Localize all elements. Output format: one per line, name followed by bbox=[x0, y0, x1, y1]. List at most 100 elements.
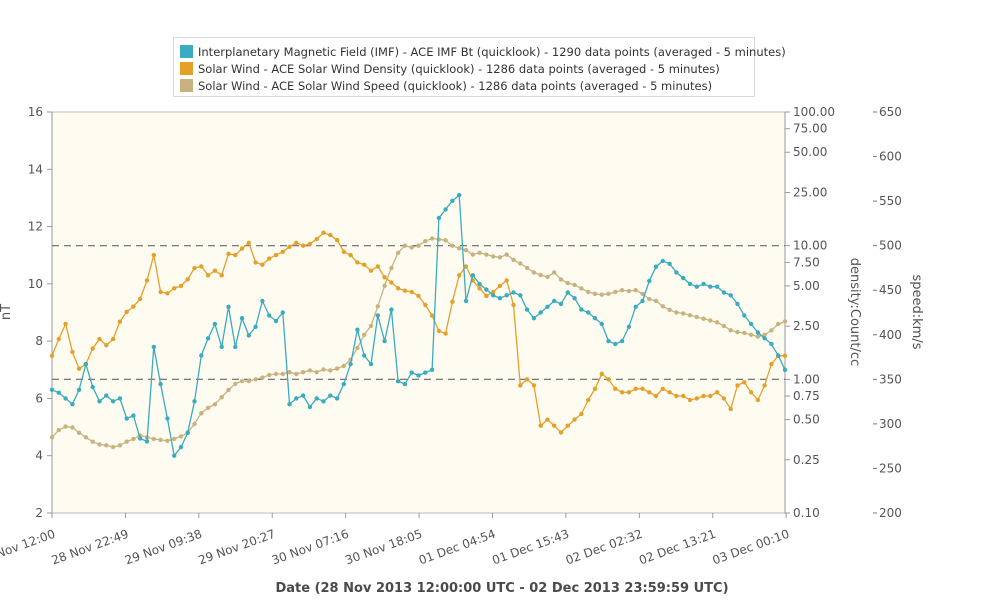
data-point-speed bbox=[484, 252, 489, 257]
data-point-speed bbox=[558, 277, 564, 282]
density-tick-label: 0.25 bbox=[793, 453, 820, 467]
left-tick-label: 8 bbox=[35, 334, 43, 348]
speed-tick-label: 600 bbox=[879, 150, 902, 164]
data-point-left bbox=[708, 284, 713, 289]
data-point-density bbox=[362, 262, 367, 267]
data-point-density bbox=[185, 277, 190, 282]
data-point-density bbox=[640, 386, 645, 391]
data-point-speed bbox=[497, 255, 503, 260]
data-point-left bbox=[660, 258, 665, 264]
data-point-speed bbox=[545, 274, 550, 280]
data-point-left bbox=[334, 396, 340, 401]
legend-item-speed[interactable]: Solar Wind - ACE Solar Wind Speed (quick… bbox=[180, 77, 748, 94]
data-point-speed bbox=[769, 328, 774, 333]
data-point-density bbox=[463, 264, 469, 269]
left-tick-label: 4 bbox=[35, 449, 43, 463]
data-point-density bbox=[653, 393, 659, 399]
speed-axis-title: speed:km/s bbox=[909, 275, 924, 350]
data-point-speed bbox=[762, 332, 767, 337]
data-point-speed bbox=[368, 323, 374, 329]
data-point-speed bbox=[239, 378, 245, 384]
data-point-speed bbox=[518, 261, 523, 266]
data-point-density bbox=[524, 377, 530, 382]
data-point-speed bbox=[321, 367, 326, 372]
density-axis-title: density:Count/cc bbox=[847, 258, 862, 366]
data-point-speed bbox=[579, 286, 584, 291]
data-point-left bbox=[239, 316, 245, 321]
data-point-speed bbox=[56, 427, 61, 433]
data-point-speed bbox=[76, 430, 82, 435]
data-point-speed bbox=[721, 323, 727, 329]
data-point-speed bbox=[110, 444, 116, 450]
data-point-left bbox=[328, 393, 333, 398]
x-tick-label: 03 Dec 00:10 bbox=[711, 527, 792, 568]
data-point-left bbox=[470, 273, 475, 278]
data-point-speed bbox=[212, 402, 218, 407]
data-point-speed bbox=[395, 250, 401, 255]
data-point-left bbox=[389, 307, 394, 312]
data-point-left bbox=[260, 298, 265, 304]
left-tick-label: 10 bbox=[28, 277, 43, 291]
data-point-speed bbox=[287, 370, 292, 375]
legend-item-imf[interactable]: Interplanetary Magnetic Field (IMF) - AC… bbox=[180, 43, 786, 60]
data-point-left bbox=[253, 324, 258, 329]
data-point-speed bbox=[49, 435, 55, 440]
x-tick-label: 01 Dec 15:43 bbox=[490, 527, 571, 568]
data-point-left bbox=[491, 293, 496, 298]
data-point-speed bbox=[463, 247, 469, 253]
data-point-left bbox=[273, 318, 279, 324]
data-point-density bbox=[545, 417, 550, 422]
data-point-speed bbox=[619, 288, 625, 293]
data-point-density bbox=[491, 289, 496, 295]
data-point-speed bbox=[660, 304, 665, 309]
data-point-left bbox=[83, 361, 89, 367]
data-point-left bbox=[457, 192, 462, 198]
data-point-speed bbox=[613, 289, 618, 295]
data-point-speed bbox=[192, 421, 197, 427]
data-point-speed bbox=[63, 424, 68, 429]
data-point-density bbox=[409, 289, 414, 295]
data-point-left bbox=[158, 381, 163, 387]
density-tick-label: 1.00 bbox=[793, 372, 820, 386]
data-point-speed bbox=[708, 318, 713, 323]
data-point-left bbox=[395, 379, 401, 384]
data-point-density bbox=[755, 397, 761, 403]
data-point-left bbox=[280, 310, 285, 315]
speed-tick-label: 500 bbox=[879, 239, 902, 253]
data-point-speed bbox=[701, 316, 706, 321]
data-point-left bbox=[90, 384, 95, 390]
data-point-speed bbox=[647, 296, 652, 302]
data-point-density bbox=[558, 430, 564, 435]
legend-item-density[interactable]: Solar Wind - ACE Solar Wind Density (qui… bbox=[180, 60, 748, 77]
density-tick-label: 0.50 bbox=[793, 413, 820, 427]
data-point-speed bbox=[158, 437, 163, 443]
data-point-speed bbox=[178, 434, 184, 439]
speed-tick-label: 550 bbox=[879, 194, 902, 208]
data-point-left bbox=[97, 399, 102, 404]
data-point-left bbox=[131, 413, 136, 418]
data-point-speed bbox=[450, 243, 455, 248]
data-point-left bbox=[511, 290, 516, 295]
data-point-left bbox=[538, 310, 543, 315]
data-point-density bbox=[518, 383, 523, 388]
x-tick-label: 29 Nov 20:27 bbox=[196, 527, 277, 568]
data-point-left bbox=[375, 313, 380, 318]
data-point-density bbox=[511, 302, 516, 308]
density-tick-label: 75.00 bbox=[793, 122, 827, 136]
data-point-density bbox=[606, 377, 611, 382]
data-point-left bbox=[681, 275, 686, 281]
data-point-left bbox=[728, 293, 733, 298]
data-point-left bbox=[294, 396, 299, 401]
data-point-density bbox=[565, 423, 570, 428]
data-point-left bbox=[104, 393, 109, 398]
data-point-density bbox=[687, 397, 693, 403]
left-tick-label: 16 bbox=[28, 105, 43, 119]
data-point-left bbox=[178, 444, 184, 450]
data-point-left bbox=[443, 207, 448, 212]
data-point-speed bbox=[477, 250, 482, 255]
data-point-density bbox=[138, 296, 143, 302]
data-point-speed bbox=[694, 314, 699, 320]
data-point-density bbox=[294, 240, 299, 245]
data-point-speed bbox=[382, 283, 387, 288]
data-point-density bbox=[70, 349, 75, 355]
